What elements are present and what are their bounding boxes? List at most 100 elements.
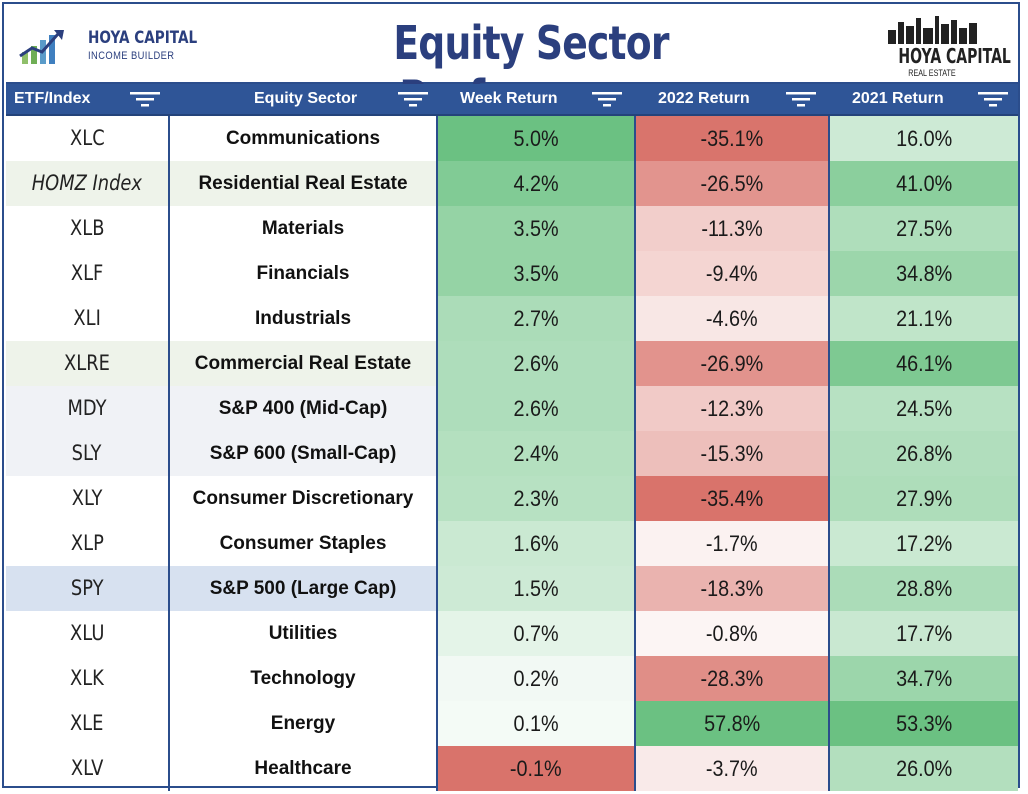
- ticker-cell: HOMZ Index: [6, 161, 168, 206]
- ticker-cell: XLF: [6, 251, 168, 296]
- table-header: ETF/Index Equity Sector Week Return 2022…: [6, 84, 1018, 116]
- ticker-cell: XLC: [6, 116, 168, 161]
- header-2021-return[interactable]: 2021 Return: [852, 84, 1012, 114]
- ticker-cell: MDY: [6, 386, 168, 431]
- value-label: -35.1%: [700, 126, 764, 151]
- table-row: XLC Communications 5.0% -35.1% 16.0%: [6, 116, 1018, 161]
- header-label: ETF/Index: [14, 90, 91, 107]
- ticker-label: XLI: [73, 306, 101, 330]
- table-row: XLU Utilities 0.7% -0.8% 17.7%: [6, 611, 1018, 656]
- week-return-cell: 5.0%: [438, 116, 634, 161]
- sector-cell: Energy: [168, 701, 438, 746]
- value-label: 2.3%: [513, 486, 559, 511]
- filter-icon[interactable]: [130, 91, 160, 107]
- ticker-cell: SPY: [6, 566, 168, 611]
- value-label: -15.3%: [700, 441, 764, 466]
- week-return-cell: 3.5%: [438, 251, 634, 296]
- sector-cell: Industrials: [168, 296, 438, 341]
- logo-left-line1: HOYA CAPITAL: [88, 28, 198, 48]
- ticker-label: XLP: [70, 531, 104, 555]
- value-label: 34.8%: [895, 261, 953, 286]
- return-2022-cell: -1.7%: [634, 521, 830, 566]
- value-label: 53.3%: [895, 711, 953, 736]
- return-2021-cell: 53.3%: [830, 701, 1018, 746]
- city-skyline-icon: [888, 16, 977, 44]
- sector-cell: Financials: [168, 251, 438, 296]
- value-label: 3.5%: [513, 216, 559, 241]
- sector-cell: Technology: [168, 656, 438, 701]
- value-label: 5.0%: [513, 126, 559, 151]
- return-2021-cell: 27.9%: [830, 476, 1018, 521]
- filter-icon[interactable]: [592, 91, 622, 107]
- value-label: -3.7%: [706, 756, 758, 781]
- header-label: Week Return: [460, 90, 558, 107]
- logo-right-line1: HOYA CAPITAL: [898, 44, 1011, 68]
- week-return-cell: 4.2%: [438, 161, 634, 206]
- week-return-cell: 2.3%: [438, 476, 634, 521]
- value-label: 21.1%: [895, 306, 953, 331]
- header-2022-return[interactable]: 2022 Return: [658, 84, 826, 114]
- header-etf-index[interactable]: ETF/Index: [14, 84, 164, 114]
- value-label: 1.5%: [513, 576, 559, 601]
- return-2021-cell: 27.5%: [830, 206, 1018, 251]
- ticker-label: XLV: [70, 756, 104, 780]
- value-label: 26.0%: [895, 756, 953, 781]
- value-label: 0.7%: [513, 621, 559, 646]
- sector-table: XLC Communications 5.0% -35.1% 16.0% HOMZ Ind…: [6, 116, 1018, 791]
- value-label: 26.8%: [895, 441, 953, 466]
- ticker-label: XLC: [69, 126, 105, 150]
- ticker-label: MDY: [67, 396, 107, 420]
- return-2022-cell: -3.7%: [634, 746, 830, 791]
- filter-icon[interactable]: [978, 91, 1008, 107]
- sector-cell: S&P 600 (Small-Cap): [168, 431, 438, 476]
- filter-icon[interactable]: [786, 91, 816, 107]
- value-label: 2.6%: [513, 351, 559, 376]
- ticker-label: XLY: [71, 486, 103, 510]
- header-week-return[interactable]: Week Return: [460, 84, 632, 114]
- week-return-cell: 2.7%: [438, 296, 634, 341]
- value-label: 24.5%: [895, 396, 953, 421]
- sector-cell: Residential Real Estate: [168, 161, 438, 206]
- ticker-label: XLB: [69, 216, 105, 240]
- return-2021-cell: 21.1%: [830, 296, 1018, 341]
- value-label: 17.7%: [895, 621, 953, 646]
- hoya-real-estate-logo: HOYA CAPITAL REAL ESTATE: [884, 14, 1011, 82]
- header-equity-sector[interactable]: Equity Sector: [254, 84, 434, 114]
- chart-arrow-icon: [19, 30, 64, 64]
- ticker-cell: XLK: [6, 656, 168, 701]
- sector-cell: S&P 500 (Large Cap): [168, 566, 438, 611]
- table-row: XLV Healthcare -0.1% -3.7% 26.0%: [6, 746, 1018, 791]
- ticker-cell: XLP: [6, 521, 168, 566]
- sector-cell: S&P 400 (Mid-Cap): [168, 386, 438, 431]
- ticker-cell: XLRE: [6, 341, 168, 386]
- return-2022-cell: -35.1%: [634, 116, 830, 161]
- return-2022-cell: -15.3%: [634, 431, 830, 476]
- sector-cell: Materials: [168, 206, 438, 251]
- return-2022-cell: -26.5%: [634, 161, 830, 206]
- logo-left-line2: INCOME BUILDER: [88, 50, 175, 62]
- sector-cell: Utilities: [168, 611, 438, 656]
- return-2021-cell: 16.0%: [830, 116, 1018, 161]
- table-row: XLE Energy 0.1% 57.8% 53.3%: [6, 701, 1018, 746]
- value-label: -9.4%: [706, 261, 758, 286]
- week-return-cell: 2.4%: [438, 431, 634, 476]
- ticker-cell: XLY: [6, 476, 168, 521]
- return-2022-cell: 57.8%: [634, 701, 830, 746]
- value-label: 2.7%: [513, 306, 559, 331]
- week-return-cell: 1.5%: [438, 566, 634, 611]
- banner: HOYA CAPITAL INCOME BUILDER Equity Secto…: [6, 6, 1018, 124]
- filter-icon[interactable]: [398, 91, 428, 107]
- return-2021-cell: 17.7%: [830, 611, 1018, 656]
- ticker-label: XLE: [70, 711, 104, 735]
- header-label: 2022 Return: [658, 90, 750, 107]
- table-row: XLF Financials 3.5% -9.4% 34.8%: [6, 251, 1018, 296]
- return-2022-cell: -11.3%: [634, 206, 830, 251]
- value-label: 3.5%: [513, 261, 559, 286]
- return-2022-cell: -0.8%: [634, 611, 830, 656]
- sector-cell: Consumer Discretionary: [168, 476, 438, 521]
- value-label: 0.1%: [513, 711, 559, 736]
- table-row: XLP Consumer Staples 1.6% -1.7% 17.2%: [6, 521, 1018, 566]
- return-2021-cell: 28.8%: [830, 566, 1018, 611]
- return-2021-cell: 41.0%: [830, 161, 1018, 206]
- return-2022-cell: -35.4%: [634, 476, 830, 521]
